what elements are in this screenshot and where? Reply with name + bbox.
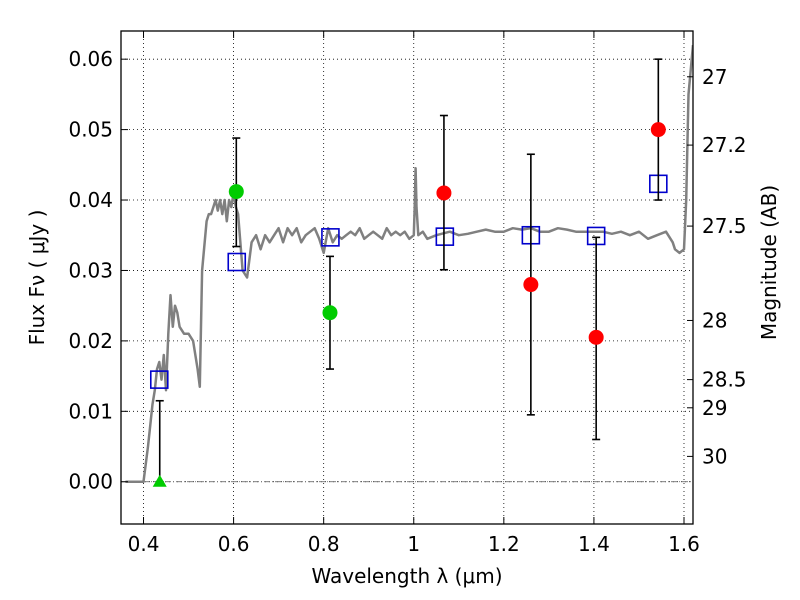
- y-tick-label: 0.02: [68, 329, 113, 353]
- y2-tick-label: 27.5: [702, 214, 747, 238]
- model-spectrum-layer: [125, 44, 693, 483]
- y-tick-label: 0.04: [68, 188, 113, 212]
- y2-axis-ticks: 27 27.2 27.5 28 28.5 29 30: [687, 65, 747, 468]
- x-tick-label: 0.8: [308, 532, 340, 556]
- circle-marker: [523, 277, 539, 293]
- circle-marker: [322, 305, 338, 321]
- x-tick-label: 1.4: [578, 532, 610, 556]
- x-tick-label: 1.2: [488, 532, 520, 556]
- circle-marker: [228, 184, 244, 200]
- grid: [121, 31, 693, 524]
- square-marker: [435, 227, 455, 246]
- y2-tick-label: 28.5: [702, 368, 747, 392]
- x-axis-label: Wavelength λ (μm): [311, 564, 502, 588]
- series-2: [436, 58, 666, 441]
- square-marker: [321, 228, 340, 247]
- x-tick-label: 1.6: [668, 532, 700, 556]
- series-3: [152, 399, 167, 487]
- plot-frame: [120, 30, 694, 525]
- y2-tick-label: 28: [702, 308, 727, 332]
- y-tick-label: 0.05: [68, 118, 113, 142]
- x-axis-ticks: 0.4 0.6 0.8 1 1.2 1.4 1.6: [128, 31, 700, 556]
- y2-tick-label: 27: [702, 65, 727, 89]
- y-tick-label: 0.03: [68, 258, 113, 282]
- y-axis-label: Flux Fν ( μJy ): [25, 210, 49, 346]
- y2-tick-label: 29: [702, 396, 727, 420]
- triangle-marker: [152, 474, 167, 487]
- square-marker: [227, 252, 247, 272]
- series-1: [228, 137, 338, 370]
- x-tick-label: 1: [407, 532, 420, 556]
- x-tick-label: 0.6: [218, 532, 250, 556]
- circle-marker: [436, 185, 452, 201]
- x-tick-label: 0.4: [128, 532, 160, 556]
- y-tick-label: 0.06: [68, 47, 113, 71]
- y-tick-label: 0.01: [68, 399, 113, 423]
- square-marker: [149, 370, 169, 389]
- y2-axis-label: Magnitude (AB): [757, 185, 781, 340]
- data-points-layer: [149, 58, 668, 487]
- y-axis-ticks: 0.00 0.01 0.02 0.03 0.04 0.05 0.06: [68, 47, 128, 494]
- series-0: [149, 174, 668, 389]
- circle-marker: [650, 122, 666, 138]
- circle-marker: [588, 329, 604, 345]
- model-spectrum-line: [125, 44, 693, 483]
- y2-tick-label: 27.2: [702, 133, 747, 157]
- y-tick-label: 0.00: [68, 470, 113, 494]
- y2-tick-label: 30: [702, 444, 727, 468]
